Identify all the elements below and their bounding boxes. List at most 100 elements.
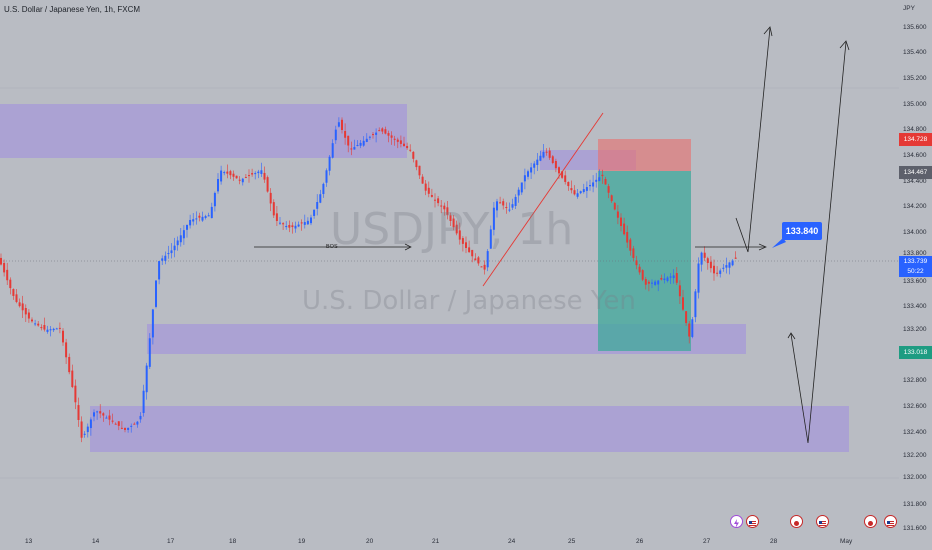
candle-body xyxy=(629,239,632,251)
candle-body xyxy=(496,201,498,211)
candle-body xyxy=(502,201,505,206)
candle-body xyxy=(589,185,591,187)
candle-body xyxy=(263,172,266,180)
candle-body xyxy=(434,199,436,201)
candle-body xyxy=(551,156,554,163)
candle-body xyxy=(105,417,108,419)
candle-body xyxy=(474,258,477,261)
stop-loss-area[interactable] xyxy=(598,139,691,171)
demand-zone[interactable] xyxy=(90,406,849,452)
candle-body xyxy=(713,265,715,274)
candle-body xyxy=(706,258,709,263)
candle-body xyxy=(449,215,452,221)
candle-body xyxy=(542,151,545,158)
symbol-title[interactable]: U.S. Dollar / Japanese Yen, 1h, FXCM xyxy=(4,5,141,14)
candle-body xyxy=(31,319,33,322)
candle-body xyxy=(99,411,102,414)
candle-body xyxy=(21,303,24,311)
candle-body xyxy=(415,160,418,168)
candle-body xyxy=(114,423,117,425)
us-flag-icon[interactable] xyxy=(884,515,897,528)
candle-body xyxy=(403,143,405,146)
candle-body xyxy=(480,266,483,268)
alarm-icon[interactable] xyxy=(864,515,877,528)
candle-body xyxy=(127,427,130,430)
candle-body xyxy=(598,177,601,182)
us-flag-icon[interactable] xyxy=(746,515,759,528)
candle-body xyxy=(716,272,719,274)
price-axis[interactable]: JPY 135.600 135.400 135.200 135.000 134.800 1… xyxy=(899,0,932,535)
candle-body xyxy=(260,170,263,175)
time-label: 24 xyxy=(508,538,516,545)
candle-body xyxy=(46,329,49,332)
candle-body xyxy=(651,282,653,284)
chart-canvas[interactable] xyxy=(0,0,899,535)
label-pointer xyxy=(772,238,786,248)
candle-body xyxy=(511,204,514,208)
candle-body xyxy=(344,131,347,138)
candle-body xyxy=(468,247,471,253)
candle-body xyxy=(334,129,337,141)
candle-body xyxy=(0,257,2,265)
candle-body xyxy=(610,195,613,202)
candle-body xyxy=(251,173,254,175)
price-tick-label: 132.200 xyxy=(903,452,927,459)
candle-body xyxy=(176,240,179,246)
projection-path-up[interactable] xyxy=(735,27,771,253)
price-tick-label: 135.600 xyxy=(903,24,927,31)
candle-body xyxy=(685,311,688,324)
candle-body xyxy=(77,405,80,420)
candle-body xyxy=(272,202,275,216)
candle-body xyxy=(133,423,136,425)
supply-zone[interactable] xyxy=(0,104,407,158)
projection-path-down-up[interactable] xyxy=(790,41,847,444)
trend-line[interactable] xyxy=(482,112,604,287)
candle-body xyxy=(356,145,359,146)
us-flag-icon[interactable] xyxy=(816,515,829,528)
alarm-icon[interactable] xyxy=(790,515,803,528)
candle-body xyxy=(461,238,464,244)
level-arrowhead xyxy=(758,243,767,251)
candle-body xyxy=(558,167,560,174)
candle-body xyxy=(18,302,21,307)
price-tick-label: 131.600 xyxy=(903,525,927,532)
candle-body xyxy=(108,415,111,420)
candle-body xyxy=(641,270,644,280)
price-tick-label: 134.400 xyxy=(903,178,927,185)
candle-body xyxy=(145,365,148,393)
candle-body xyxy=(623,223,626,235)
candle-body xyxy=(111,420,114,422)
candle-body xyxy=(536,159,539,166)
price-tick-label: 134.800 xyxy=(903,126,927,133)
candle-body xyxy=(647,281,650,284)
candle-body xyxy=(241,178,244,183)
candle-body xyxy=(83,433,86,435)
candle-body xyxy=(418,165,421,176)
candle-body xyxy=(443,205,446,210)
candle-body xyxy=(492,207,495,230)
price-tick-label: 132.400 xyxy=(903,429,927,436)
time-axis[interactable]: 13 14 17 18 19 20 21 24 25 26 27 28 May xyxy=(0,535,899,550)
candle-body xyxy=(71,370,74,388)
candle-body xyxy=(86,426,89,433)
candle-body xyxy=(244,177,247,179)
level-price-label[interactable]: 133.840 xyxy=(782,222,822,240)
candle-body xyxy=(384,129,387,134)
candle-body xyxy=(182,230,185,239)
candle-body xyxy=(731,260,734,266)
candle-body xyxy=(27,312,30,319)
candle-body xyxy=(595,179,598,182)
candle-body xyxy=(669,276,672,278)
candle-body xyxy=(6,269,9,281)
candle-body xyxy=(523,175,526,182)
candle-body xyxy=(378,130,381,132)
candle-body xyxy=(430,195,433,197)
candle-body xyxy=(452,218,455,228)
candle-body xyxy=(89,419,92,429)
candle-body xyxy=(207,215,210,217)
time-label: 13 xyxy=(25,538,33,545)
watermark-description: U.S. Dollar / Japanese Yen xyxy=(302,286,636,316)
candle-body xyxy=(368,136,371,138)
lightning-icon[interactable] xyxy=(730,515,743,528)
